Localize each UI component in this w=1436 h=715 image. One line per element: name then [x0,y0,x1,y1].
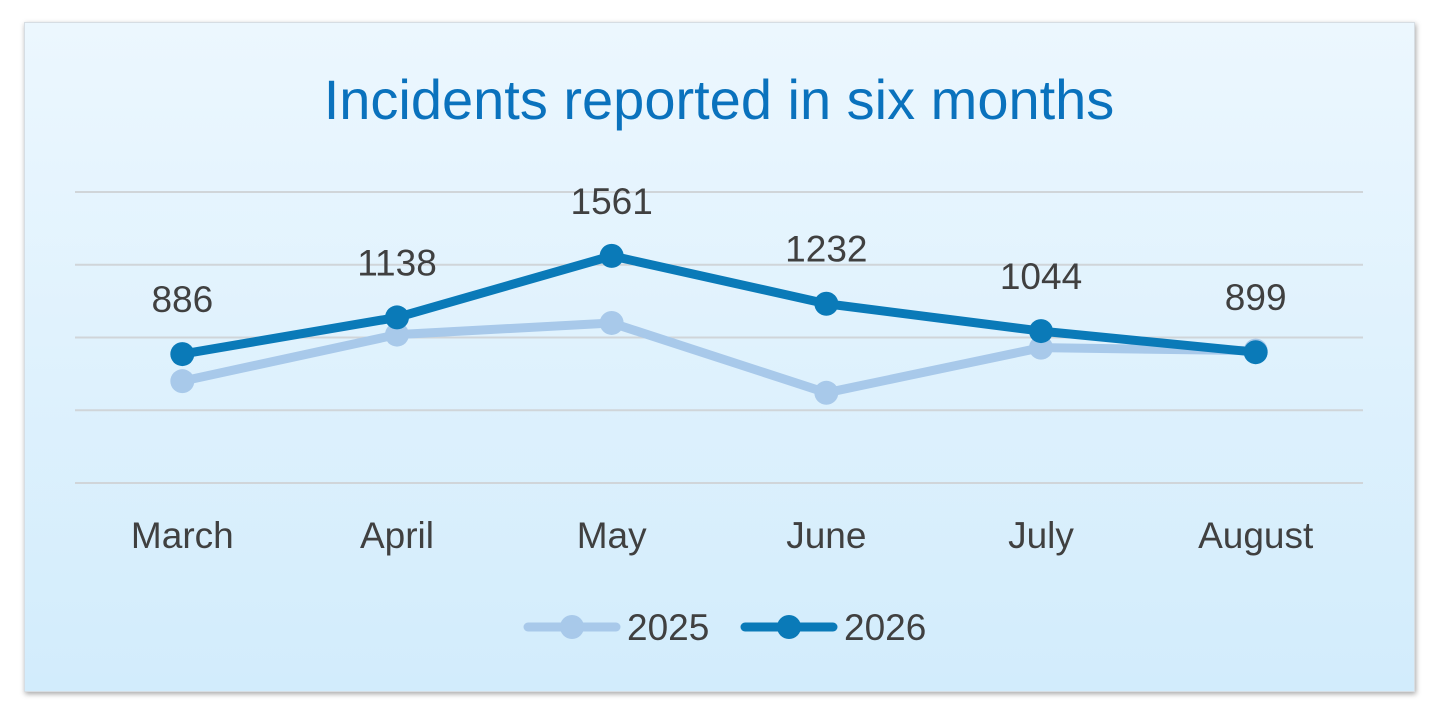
data-point-2025-april [385,322,409,347]
x-tick-label: July [1008,515,1074,556]
data-point-2026-april [385,305,409,330]
data-point-2025-june [814,380,839,405]
x-tick-label: June [786,515,866,556]
legend-item-2025: 2025 [523,607,709,648]
x-axis-tick-labels: March April May June July August [131,515,1314,556]
chart-card: Incidents reported in six months 886 1138… [24,22,1415,692]
data-point-2025-march [170,369,195,394]
x-tick-label: August [1198,515,1314,556]
legend-label: 2025 [627,607,709,648]
data-label-august: 899 [1225,277,1287,318]
data-point-2026-july [1029,319,1053,344]
data-label-june: 1232 [785,229,867,270]
legend-item-2026: 2026 [740,607,926,648]
series-layer [170,243,1268,405]
data-label-april: 1138 [357,242,437,283]
data-point-2025-may [599,310,624,335]
data-labels: 886 1138 1561 1232 1044 899 [151,181,1286,320]
legend-swatch-marker [560,615,584,639]
x-tick-label: May [577,515,647,556]
series-2026 [170,243,1268,367]
series-2025 [170,310,1268,405]
legend-label: 2026 [844,607,926,648]
x-tick-label: April [360,515,434,556]
data-point-2026-august [1243,340,1268,365]
data-label-march: 886 [151,279,213,320]
data-point-2025-july [1029,335,1053,360]
data-label-july: 1044 [1000,256,1082,297]
data-point-2026-june [814,291,839,316]
line-chart: Incidents reported in six months 886 1138… [75,68,1363,648]
data-point-2026-march [170,342,195,367]
x-tick-label: March [131,515,234,556]
data-point-2026-may [599,243,624,268]
legend: 2025 2026 [523,607,926,648]
data-label-may: 1561 [571,181,653,222]
chart-title: Incidents reported in six months [324,68,1115,131]
legend-swatch-marker [777,615,801,639]
series-line-2026 [177,251,1261,359]
series-line-2025 [177,318,1261,398]
